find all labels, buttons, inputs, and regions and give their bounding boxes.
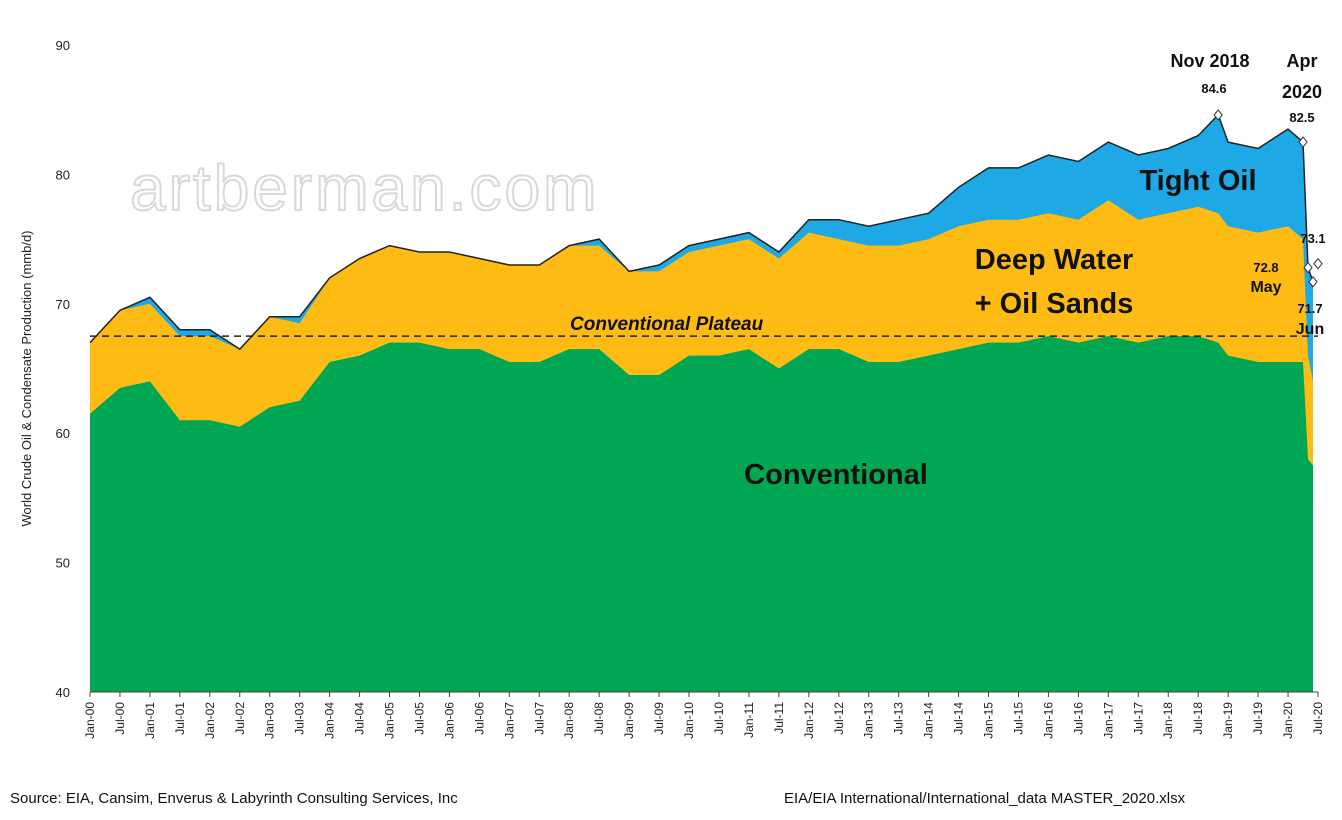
- annot-apr-2020-title-1: Apr: [1287, 51, 1318, 71]
- x-tick-label: Jan-09: [622, 702, 636, 739]
- plateau-group: Conventional Plateau: [90, 314, 1318, 337]
- x-tick-label: Jul-07: [532, 702, 546, 735]
- area-labels: Conventional Deep Water + Oil Sands Tight O…: [744, 165, 1256, 491]
- x-tick-label: Jul-04: [353, 702, 367, 735]
- x-tick-label: Jul-08: [592, 702, 606, 735]
- x-tick-label: Jan-01: [143, 702, 157, 739]
- marker-nov-2018: [1213, 109, 1223, 121]
- x-tick-label: Jul-17: [1131, 702, 1145, 735]
- x-tick-label: Jan-08: [562, 702, 576, 739]
- x-tick-label: Jul-03: [293, 702, 307, 735]
- annot-jun-value: 71.7: [1297, 301, 1322, 316]
- x-tick-label: Jan-02: [203, 702, 217, 739]
- x-tick-label: Jan-07: [502, 702, 516, 739]
- x-tick-label: Jan-11: [742, 702, 756, 738]
- label-oil-sands: + Oil Sands: [975, 288, 1134, 320]
- x-tick-label: Jan-12: [802, 702, 816, 739]
- x-tick-label: Jul-05: [412, 702, 426, 735]
- x-tick-label: Jan-13: [862, 702, 876, 739]
- annot-apr-2020-title-2: 2020: [1282, 82, 1322, 102]
- area-conventional: [90, 336, 1314, 692]
- x-tick-label: Jul-19: [1251, 702, 1265, 735]
- x-tick-label: Jan-06: [442, 702, 456, 739]
- label-deep-water: Deep Water: [975, 244, 1133, 276]
- axes: 40 50 60 70 80 90 Jan-00 Jul-00 Jan-01 Jul-01 Jan-…: [19, 38, 1325, 739]
- annot-apr-2020-value: 82.5: [1289, 110, 1314, 125]
- annot-may-label: May: [1250, 279, 1281, 296]
- x-tick-label: Jul-06: [472, 702, 486, 735]
- x-tick-label: Jul-12: [832, 702, 846, 735]
- y-axis-label: World Crude Oil & Condensate Production …: [19, 231, 34, 527]
- annot-jun-label: Jun: [1296, 321, 1324, 338]
- x-tick-label: Jan-04: [323, 702, 337, 739]
- marker-may-2020: [1303, 261, 1313, 274]
- x-tick-label: Jan-17: [1101, 702, 1115, 739]
- y-tick-label: 60: [56, 426, 70, 441]
- x-tick-label: Jul-10: [712, 702, 726, 735]
- x-tick-label: Jan-15: [982, 702, 996, 739]
- plateau-label: Conventional Plateau: [570, 314, 764, 335]
- annot-73-1-value: 73.1: [1300, 231, 1325, 246]
- y-tick-label: 40: [56, 685, 70, 700]
- marker-apr-2020: [1298, 136, 1308, 148]
- annot-may-value: 72.8: [1253, 260, 1278, 275]
- x-tick-label: Jul-09: [652, 702, 666, 735]
- annot-nov-2018-title: Nov 2018: [1170, 51, 1249, 71]
- label-tight-oil: Tight Oil: [1139, 165, 1256, 197]
- x-tick-label: Jul-14: [952, 702, 966, 735]
- x-tick-label: Jul-02: [233, 702, 247, 735]
- y-tick-label: 70: [56, 297, 70, 312]
- x-tick-label: Jul-13: [892, 702, 906, 735]
- x-tick-label: Jul-15: [1011, 702, 1025, 735]
- y-tick-label: 80: [56, 167, 70, 182]
- file-note: EIA/EIA International/International_data…: [784, 790, 1186, 807]
- x-tick-label: Jul-01: [173, 702, 187, 735]
- x-tick-label: Jan-05: [383, 702, 397, 739]
- x-tick-label: Jan-10: [682, 702, 696, 739]
- y-tick-label: 90: [56, 38, 70, 53]
- x-tick-label: Jan-14: [922, 702, 936, 739]
- annotations: Nov 2018 84.6 Apr 2020 82.5 73.1 72.8 May 71.7 Ju…: [1170, 51, 1325, 338]
- chart-areas: [89, 113, 1314, 693]
- x-tick-label: Jan-20: [1281, 702, 1295, 739]
- x-tick-label: Jan-16: [1041, 702, 1055, 739]
- x-tick-label: Jul-18: [1191, 702, 1205, 735]
- marker-jun-2020: [1308, 276, 1318, 288]
- x-tick-label: Jul-11: [772, 702, 786, 734]
- marker-jul-2020: [1313, 257, 1323, 270]
- watermark: artberman.com: [130, 152, 599, 224]
- x-tick-label: Jul-00: [113, 702, 127, 735]
- x-tick-label: Jul-20: [1311, 702, 1325, 735]
- label-conventional: Conventional: [744, 459, 928, 491]
- x-tick-label: Jan-18: [1161, 702, 1175, 739]
- watermark-group: artberman.com: [129, 151, 599, 225]
- x-tick-label: Jan-19: [1221, 702, 1235, 739]
- annot-nov-2018-value: 84.6: [1201, 81, 1226, 96]
- total-outline: [89, 113, 1314, 351]
- source-note: Source: EIA, Cansim, Enverus & Labyrinth…: [10, 790, 458, 807]
- y-tick-label: 50: [56, 556, 70, 571]
- x-tick-label: Jan-00: [83, 702, 97, 739]
- x-tick-label: Jul-16: [1071, 702, 1085, 735]
- x-tick-label: Jan-03: [263, 702, 277, 739]
